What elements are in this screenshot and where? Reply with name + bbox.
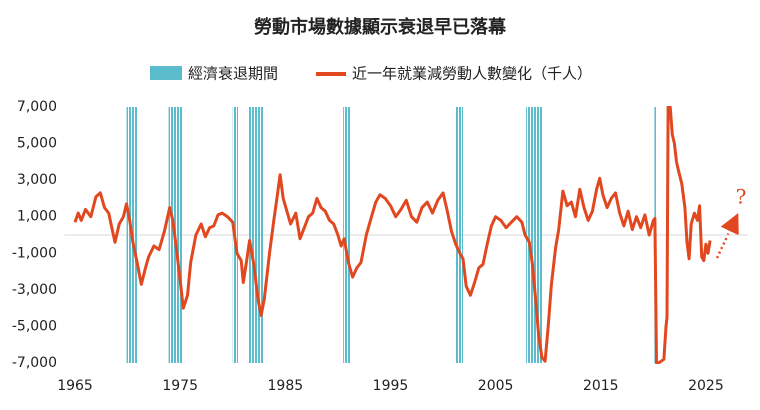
y-tick-label: 3,000 [17, 172, 57, 188]
legend-swatch [150, 66, 182, 80]
recession-band [455, 107, 464, 363]
recession-band [343, 107, 351, 363]
recession-band [248, 107, 264, 363]
y-tick-label: 1,000 [17, 209, 57, 225]
recession-band [526, 107, 543, 363]
x-tick-label: 2025 [688, 378, 724, 394]
x-tick-label: 1975 [162, 378, 198, 394]
forecast-arrow [715, 212, 739, 259]
x-tick-label: 1985 [268, 378, 304, 394]
x-tick-label: 1965 [57, 378, 93, 394]
y-tick-label: 7,000 [17, 99, 57, 115]
legend-label: 近一年就業減勞動人數變化（千人） [352, 65, 592, 83]
x-tick-label: 2005 [478, 378, 514, 394]
x-tick-label: 2015 [583, 378, 619, 394]
annotation: ? [736, 185, 747, 209]
y-tick-label: 5,000 [17, 136, 57, 152]
legend-label: 經濟衰退期間 [188, 65, 278, 83]
chart-title: 勞動市場數據顯示衰退早已落幕 [254, 16, 507, 38]
y-tick-label: -1,000 [12, 245, 57, 261]
y-tick-label: -3,000 [12, 282, 57, 298]
y-tick-label: -5,000 [12, 318, 57, 334]
y-tick-label: -7,000 [12, 355, 57, 371]
data-line [73, 106, 712, 364]
x-tick-label: 1995 [373, 378, 409, 394]
